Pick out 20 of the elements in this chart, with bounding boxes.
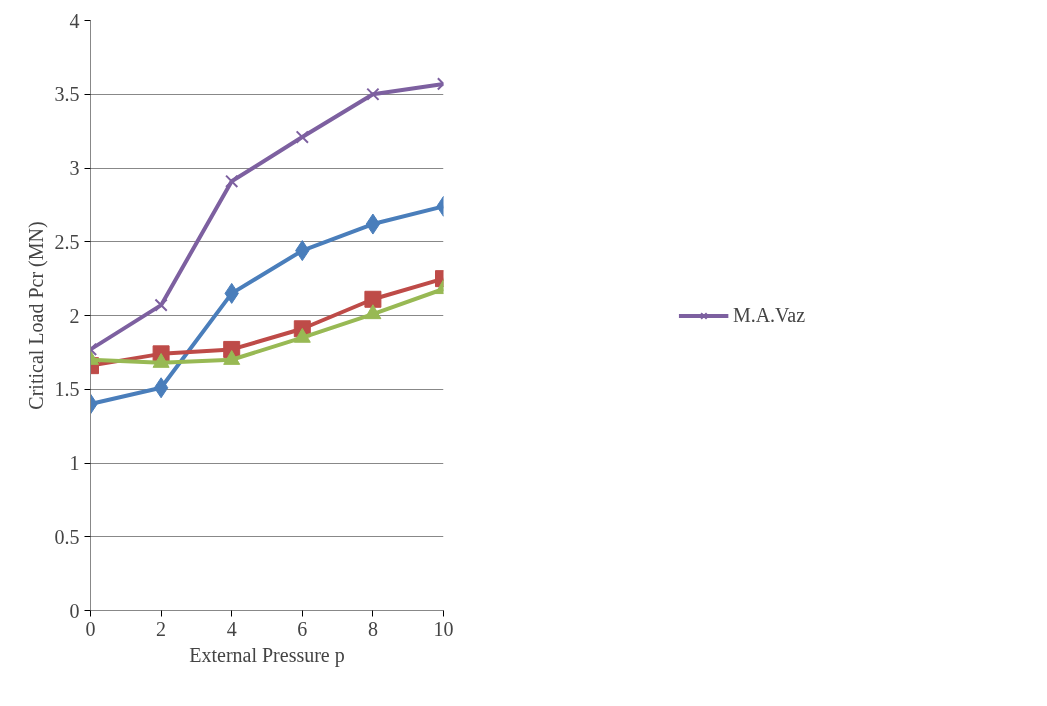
y-axis-title: Critical Load Pcr (MN)	[24, 221, 48, 410]
x-axis-title: External Pressure p	[189, 643, 345, 667]
y-tick-label: 2	[69, 304, 80, 327]
y-tick-label: 4	[69, 9, 80, 32]
point	[225, 174, 239, 188]
y-tick-label: 3	[69, 157, 80, 179]
y-tick-label: 1	[69, 452, 80, 474]
legend-label: M.A.Vaz	[732, 303, 806, 327]
y-tick-label: 3.5	[54, 83, 80, 106]
y-tick-label: 2.5	[54, 230, 80, 253]
x-tick-label: 8	[367, 617, 378, 640]
x-tick-label: 10	[433, 617, 454, 640]
point	[295, 130, 309, 144]
x-tick-label: 0	[85, 617, 96, 640]
y-tick-label: 1.5	[54, 378, 80, 401]
y-tick-label: 0	[69, 599, 80, 622]
x-tick-label: 2	[156, 617, 167, 640]
x-tick-label: 4	[226, 617, 237, 640]
y-tick-label: 0.5	[54, 525, 80, 548]
x-tick-label: 6	[297, 617, 308, 640]
